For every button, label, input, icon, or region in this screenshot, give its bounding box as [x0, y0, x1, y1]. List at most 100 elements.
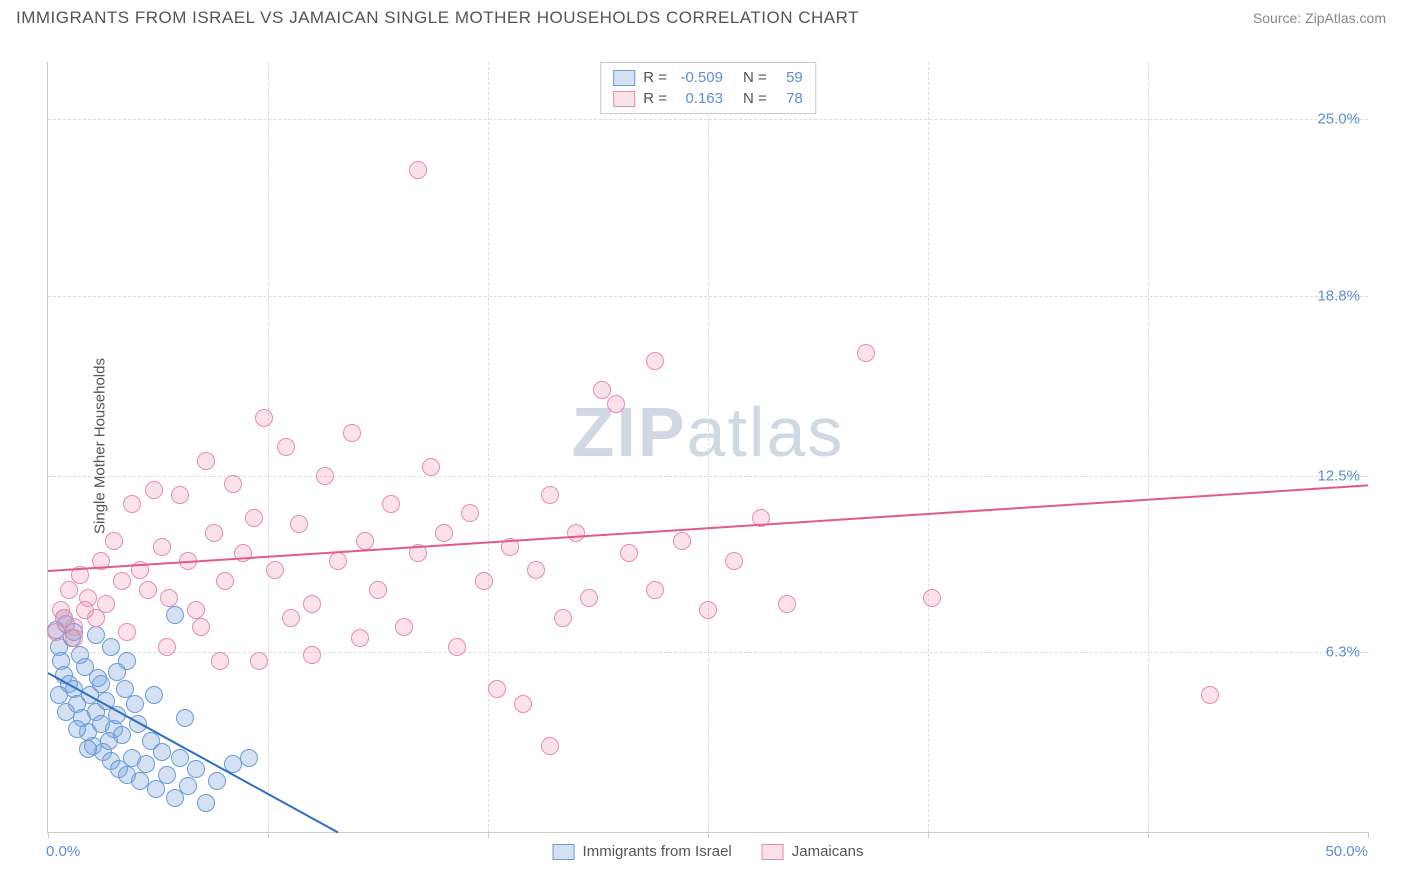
scatter-point	[160, 589, 178, 607]
scatter-point	[245, 509, 263, 527]
scatter-point	[282, 609, 300, 627]
y-tick-label: 25.0%	[1317, 111, 1360, 128]
scatter-point	[158, 766, 176, 784]
scatter-point	[205, 524, 223, 542]
x-tick-label: 0.0%	[46, 843, 80, 860]
legend-row: R =0.163N =78	[613, 88, 803, 109]
scatter-point	[514, 695, 532, 713]
scatter-point	[105, 532, 123, 550]
scatter-point	[158, 638, 176, 656]
scatter-point	[97, 595, 115, 613]
scatter-point	[92, 675, 110, 693]
scatter-point	[187, 601, 205, 619]
scatter-point	[699, 601, 717, 619]
scatter-point	[351, 629, 369, 647]
scatter-point	[303, 646, 321, 664]
scatter-point	[1201, 686, 1219, 704]
chart-plot-area: ZIPatlas 6.3%12.5%18.8%25.0%0.0%50.0%R =…	[47, 62, 1368, 833]
scatter-point	[179, 777, 197, 795]
legend-r-value: 0.163	[675, 90, 723, 107]
scatter-point	[139, 581, 157, 599]
legend-row: R = -0.509 N = 59	[613, 67, 803, 88]
scatter-point	[593, 381, 611, 399]
y-tick-label: 12.5%	[1317, 467, 1360, 484]
legend-n-label: N =	[743, 90, 767, 107]
grid-line-vertical	[488, 62, 489, 832]
legend-r-value: -0.509	[675, 69, 723, 86]
y-tick-label: 6.3%	[1326, 644, 1360, 661]
scatter-point	[448, 638, 466, 656]
legend-r-label: R =	[643, 90, 667, 107]
chart-source: Source: ZipAtlas.com	[1253, 10, 1386, 26]
scatter-point	[554, 609, 572, 627]
scatter-point	[646, 352, 664, 370]
scatter-point	[153, 538, 171, 556]
scatter-point	[65, 629, 83, 647]
scatter-point	[171, 749, 189, 767]
scatter-point	[126, 695, 144, 713]
grid-line-vertical	[1148, 62, 1149, 832]
scatter-point	[187, 760, 205, 778]
scatter-point	[240, 749, 258, 767]
x-tick-mark	[488, 832, 489, 838]
scatter-point	[55, 609, 73, 627]
scatter-point	[208, 772, 226, 790]
scatter-point	[145, 481, 163, 499]
scatter-point	[123, 495, 141, 513]
x-tick-mark	[48, 832, 49, 838]
scatter-point	[113, 572, 131, 590]
scatter-point	[461, 504, 479, 522]
scatter-point	[646, 581, 664, 599]
scatter-point	[79, 740, 97, 758]
scatter-point	[475, 572, 493, 590]
legend-swatch	[553, 844, 575, 860]
scatter-point	[197, 794, 215, 812]
scatter-point	[50, 686, 68, 704]
x-tick-mark	[928, 832, 929, 838]
scatter-point	[620, 544, 638, 562]
scatter-point	[527, 561, 545, 579]
scatter-point	[343, 424, 361, 442]
scatter-point	[118, 623, 136, 641]
legend-label: Immigrants from Israel	[583, 843, 732, 860]
scatter-point	[303, 595, 321, 613]
scatter-point	[356, 532, 374, 550]
scatter-point	[395, 618, 413, 636]
scatter-point	[369, 581, 387, 599]
scatter-point	[192, 618, 210, 636]
legend-item: Jamaicans	[762, 843, 864, 860]
scatter-point	[290, 515, 308, 533]
scatter-point	[923, 589, 941, 607]
scatter-point	[607, 395, 625, 413]
correlation-legend: R =-0.509N =59R =0.163N =78	[600, 62, 816, 114]
scatter-point	[87, 626, 105, 644]
scatter-point	[857, 344, 875, 362]
scatter-point	[108, 663, 126, 681]
scatter-point	[567, 524, 585, 542]
legend-n-label: N =	[743, 69, 767, 86]
scatter-point	[329, 552, 347, 570]
scatter-point	[435, 524, 453, 542]
chart-title: IMMIGRANTS FROM ISRAEL VS JAMAICAN SINGL…	[16, 8, 859, 28]
scatter-point	[145, 686, 163, 704]
grid-line-vertical	[268, 62, 269, 832]
scatter-point	[266, 561, 284, 579]
grid-line-vertical	[708, 62, 709, 832]
legend-r-label: R =	[643, 69, 667, 86]
scatter-point	[211, 652, 229, 670]
x-tick-mark	[708, 832, 709, 838]
x-tick-mark	[268, 832, 269, 838]
scatter-point	[166, 606, 184, 624]
scatter-point	[409, 161, 427, 179]
grid-line-vertical	[928, 62, 929, 832]
scatter-point	[68, 720, 86, 738]
scatter-point	[316, 467, 334, 485]
y-tick-label: 18.8%	[1317, 287, 1360, 304]
scatter-point	[57, 703, 75, 721]
scatter-point	[224, 475, 242, 493]
legend-label: Jamaicans	[792, 843, 864, 860]
scatter-point	[216, 572, 234, 590]
scatter-point	[541, 737, 559, 755]
scatter-point	[113, 726, 131, 744]
legend-n-value: 59	[775, 69, 803, 86]
